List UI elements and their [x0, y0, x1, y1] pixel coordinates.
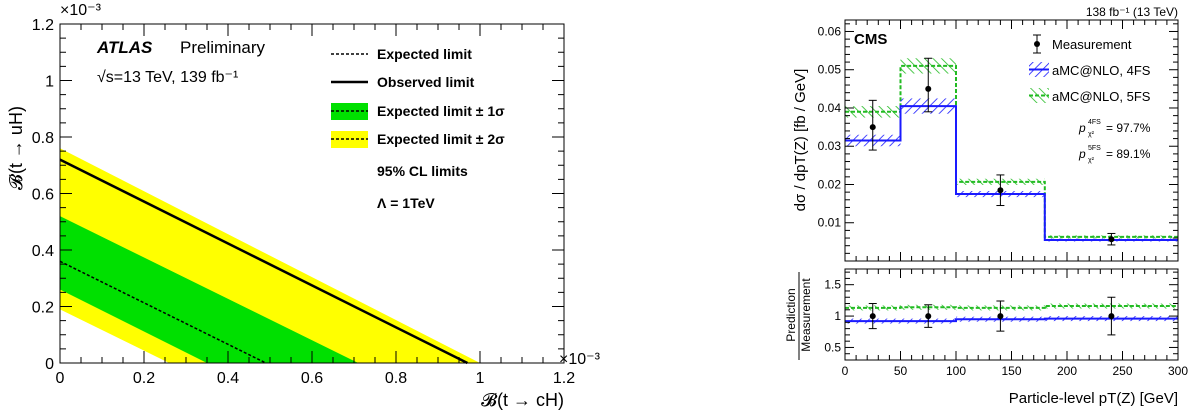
- band-one-sigma: [60, 216, 359, 363]
- cms-ratio-y-label-bottom: Measurement: [799, 278, 813, 352]
- cms-ratio-tick-label: 0.5: [824, 340, 841, 354]
- atlas-y-tick-label: 0.2: [32, 300, 54, 317]
- aMC-4FS-line: [845, 105, 1178, 241]
- cms-ratio-tick-label: 1.5: [824, 278, 841, 292]
- atlas-status-label: Preliminary: [180, 38, 266, 57]
- legend-4fs-label: aMC@NLO, 4FS: [1052, 63, 1151, 78]
- cms-x-axis-label: Particle-level pT(Z) [GeV]: [1009, 390, 1178, 407]
- atlas-ticks: 00 0.2 0.2 0.4 0.4 0.6 0.6 0.8 0.8 1 1 1.2 1.2: [32, 17, 575, 387]
- legend-two-sigma-label: Expected limit ± 2σ: [377, 131, 505, 147]
- cms-y-tick-label: 0.03: [818, 139, 842, 153]
- cms-legend: Measurement aMC@NLO, 4FS aMC@NLO, 5FS p …: [1029, 34, 1151, 164]
- atlas-y-axis-label: 𝓑(t → uH): [6, 106, 26, 190]
- cms-ratio-y-label-top: Prediction: [784, 288, 798, 341]
- legend-two-sigma-swatch: [331, 131, 368, 148]
- cms-x-tick-label: 50: [894, 364, 908, 378]
- atlas-y-tick-label: 1.2: [32, 17, 54, 34]
- ratio-5FS-line: [845, 305, 1178, 309]
- cms-ticks: 0 50 100 150 200 250 300 0.01 0.02 0.03 0.04 0.05 0.…: [818, 20, 1188, 378]
- atlas-y-tick-label: 1: [45, 74, 54, 91]
- atlas-x-axis-label: 𝓑(t → cH): [481, 390, 564, 410]
- chi2-4fs-sup: 4FS: [1088, 119, 1101, 126]
- atlas-x-tick-label: 1.2: [553, 370, 575, 387]
- atlas-y-tick-label: 0: [45, 356, 54, 373]
- measurement-point: [869, 124, 876, 131]
- atlas-experiment-label: ATLAS: [96, 38, 153, 57]
- chi2-4fs-p: p: [1078, 121, 1086, 135]
- atlas-bands: [60, 148, 480, 363]
- chi2-5fs-sup: 5FS: [1088, 145, 1101, 152]
- atlas-energy-label: √s=13 TeV, 139 fb⁻¹: [97, 69, 238, 86]
- chi2-5fs-value: = 89.1%: [1106, 147, 1151, 161]
- cms-lumi-label: 138 fb⁻¹ (13 TeV): [1086, 5, 1178, 19]
- cms-y-tick-label: 0.04: [818, 101, 842, 115]
- legend-observed-label: Observed limit: [377, 74, 475, 90]
- cms-x-tick-label: 150: [1001, 364, 1021, 378]
- legend-expected-label: Expected limit: [377, 46, 472, 62]
- ratio-point: [925, 313, 932, 320]
- cms-y-tick-label: 0.06: [818, 24, 842, 38]
- cms-x-tick-label: 100: [946, 364, 966, 378]
- cms-y-axis-label: dσ / dpT(Z) [fb / GeV]: [792, 69, 809, 212]
- cms-ratio-tick-label: 1: [834, 309, 841, 323]
- cms-ratio-frame: [844, 268, 1179, 361]
- atlas-y-tick-label: 0.8: [32, 130, 54, 147]
- atlas-y-tick-label: 0.6: [32, 187, 54, 204]
- cms-x-tick-label: 0: [842, 364, 849, 378]
- ratio-point: [997, 313, 1004, 320]
- atlas-x-tick-label: 0: [56, 370, 65, 387]
- measurement-point: [997, 187, 1004, 194]
- chi2-5fs-p: p: [1078, 147, 1086, 161]
- cms-x-tick-label: 200: [1057, 364, 1077, 378]
- observed-limit-line: [59, 158, 468, 365]
- legend-measurement-label: Measurement: [1052, 37, 1132, 52]
- atlas-lines: [59, 158, 468, 365]
- atlas-legend: Expected limit Observed limit Expected l…: [331, 46, 505, 211]
- legend-lambda-label: Λ = 1TeV: [377, 195, 435, 211]
- measurement-point: [925, 85, 932, 92]
- cms-x-tick-label: 300: [1168, 364, 1188, 378]
- atlas-y-exponent: ×10⁻³: [60, 2, 102, 19]
- atlas-x-tick-label: 0.2: [133, 370, 155, 387]
- cms-experiment-label: CMS: [854, 31, 887, 48]
- atlas-x-tick-label: 0.4: [217, 370, 239, 387]
- expected-limit-line: [59, 260, 267, 364]
- cms-y-tick-label: 0.02: [818, 177, 842, 191]
- legend-measurement-marker: [1034, 41, 1040, 47]
- legend-one-sigma-label: Expected limit ± 1σ: [377, 103, 505, 119]
- atlas-x-tick-label: 0.8: [385, 370, 407, 387]
- legend-one-sigma-swatch: [331, 103, 368, 120]
- chi2-4fs-sub: χ²: [1088, 131, 1095, 138]
- cms-main-panel: [845, 57, 1178, 246]
- chi2-5fs-sub: χ²: [1088, 157, 1095, 164]
- cms-y-tick-label: 0.01: [818, 216, 842, 230]
- legend-cl-label: 95% CL limits: [377, 163, 468, 179]
- cms-ratio-panel: [845, 296, 1178, 336]
- atlas-plot: 00 0.2 0.2 0.4 0.4 0.6 0.6 0.8 0.8 1 1 1.2 1.2 ×10⁻³…: [6, 2, 601, 410]
- atlas-x-exponent: ×10⁻³: [559, 351, 601, 368]
- atlas-x-tick-label: 0.6: [301, 370, 323, 387]
- cms-plot: 0 50 100 150 200 250 300 0.01 0.02 0.03 0.04 0.05 0.…: [784, 5, 1188, 407]
- ratio-4FS-line: [845, 317, 1178, 323]
- chi2-4fs-value: = 97.7%: [1106, 121, 1151, 135]
- legend-5fs-label: aMC@NLO, 5FS: [1052, 89, 1151, 104]
- ratio-point: [869, 313, 876, 320]
- atlas-y-tick-label: 0.4: [32, 243, 54, 260]
- cms-x-tick-label: 250: [1112, 364, 1132, 378]
- cms-y-tick-label: 0.05: [818, 63, 842, 77]
- atlas-x-tick-label: 1: [476, 370, 485, 387]
- measurement-point: [1108, 236, 1115, 243]
- ratio-point: [1108, 313, 1115, 320]
